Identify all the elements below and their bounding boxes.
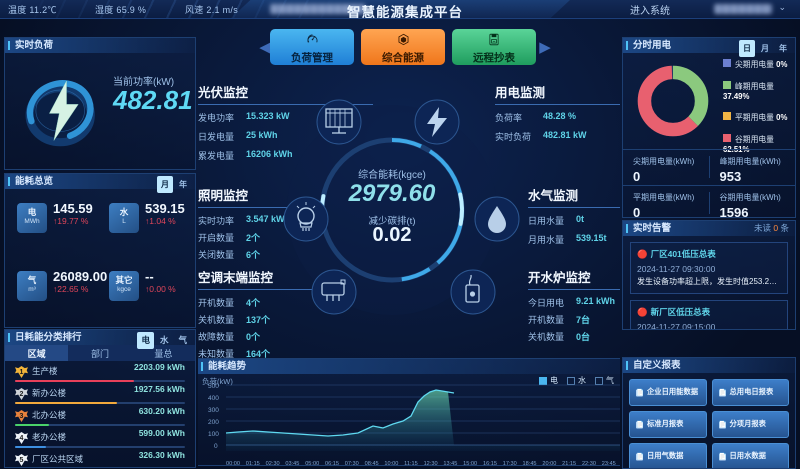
svg-text:0: 0 <box>214 443 218 450</box>
svg-text:500: 500 <box>208 383 219 390</box>
svg-text:200: 200 <box>208 419 219 426</box>
svg-text:400: 400 <box>208 395 219 402</box>
svg-text:300: 300 <box>208 407 219 414</box>
svg-text:100: 100 <box>208 431 219 438</box>
